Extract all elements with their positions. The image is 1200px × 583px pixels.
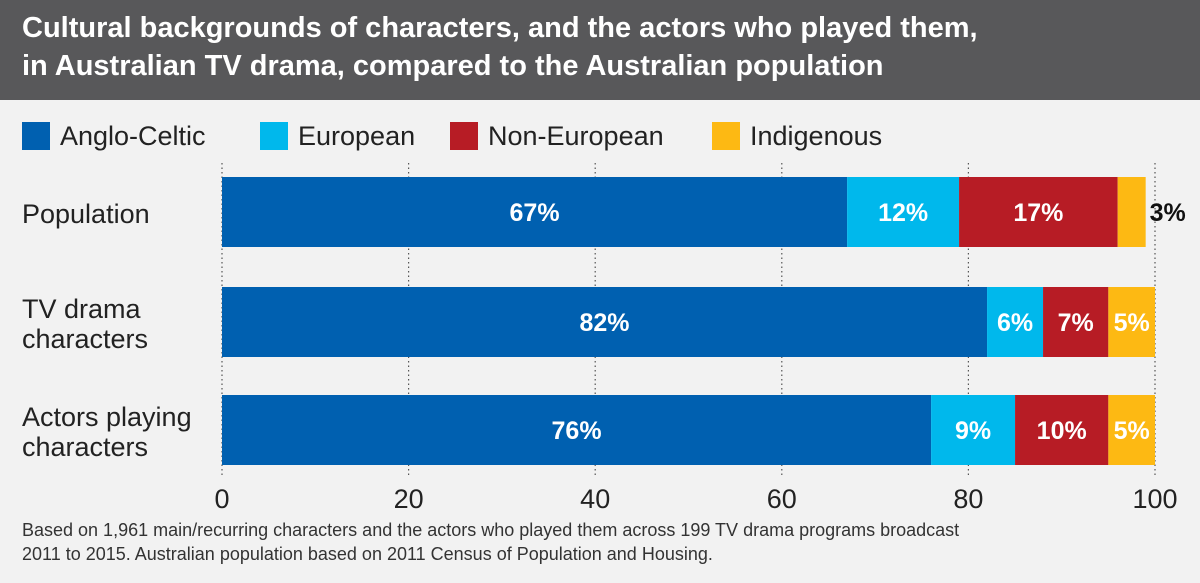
data-label-indigenous-actors-playing-characters: 5% [1114,417,1150,445]
legend-swatch-anglo-celtic [22,122,50,150]
bar-anglo-celtic-actors-playing-characters [222,395,932,465]
x-tick-label: 0 [214,484,229,514]
chart-header: Cultural backgrounds of characters, and … [0,0,1200,100]
bar-indigenous-tv-drama-characters [1108,287,1155,357]
legend-swatch-european [260,122,288,150]
stacked-bar-chart: 67% 12% 17% 3% 82% 6% 7% 5% 76% 9% 10% 5% 0 20 40 60 80 1… [214,163,1186,514]
data-label-european-actors-playing-characters: 9% [955,417,991,445]
row-label-actors-playing-characters: Actors playing characters [22,402,212,462]
row-label-line: characters [22,324,149,354]
data-label-non-european-population: 17% [1013,199,1063,227]
footnote-line-1: Based on 1,961 main/recurring characters… [22,520,960,540]
row-label-line: Population [22,199,150,229]
data-label-non-european-actors-playing-characters: 10% [1037,417,1087,445]
data-label-anglo-celtic-tv-drama-characters: 82% [580,309,630,337]
x-tick-label: 100 [1132,484,1177,514]
row-label-tv-drama-characters: TV drama characters [22,294,212,354]
data-label-european-population: 12% [878,199,928,227]
bar-anglo-celtic-tv-drama-characters [222,287,988,357]
row-label-line: Actors playing [22,402,192,432]
legend: Anglo-Celtic European Non-European Indig… [22,116,1172,156]
bar-european-population [847,177,960,247]
bar-indigenous-population [1117,177,1146,247]
legend-swatch-non-european [450,122,478,150]
row-label-line: TV drama [22,294,141,324]
chart-title-line-2: in Australian TV drama, compared to the … [22,50,884,82]
x-tick-label: 20 [394,484,424,514]
bar-non-european-population [959,177,1118,247]
footnote-line-2: 2011 to 2015. Australian population base… [22,544,713,564]
row-label-population: Population [22,199,212,229]
data-label-indigenous-population: 3% [1150,199,1186,227]
chart-title-line-1: Cultural backgrounds of characters, and … [22,12,978,44]
data-label-european-tv-drama-characters: 6% [997,309,1033,337]
x-tick-label: 60 [767,484,797,514]
bar-anglo-celtic-population [222,177,848,247]
data-label-anglo-celtic-actors-playing-characters: 76% [552,417,602,445]
legend-label-european: European [298,120,416,151]
data-label-anglo-celtic-population: 67% [510,199,560,227]
bar-indigenous-actors-playing-characters [1108,395,1155,465]
legend-item-non-european: Non-European [450,116,664,156]
bar-non-european-actors-playing-characters [1015,395,1109,465]
data-label-indigenous-tv-drama-characters: 5% [1114,309,1150,337]
row-label-line: characters [22,432,149,462]
bar-european-actors-playing-characters [931,395,1016,465]
legend-item-european: European [260,116,415,156]
legend-label-indigenous: Indigenous [750,120,883,151]
legend-swatch-indigenous [712,122,740,150]
legend-item-anglo-celtic: Anglo-Celtic [22,116,206,156]
bar-non-european-tv-drama-characters [1043,287,1109,357]
x-tick-label: 40 [580,484,610,514]
data-label-non-european-tv-drama-characters: 7% [1058,309,1094,337]
legend-label-non-european: Non-European [488,120,664,151]
footnote: Based on 1,961 main/recurring characters… [22,518,1182,566]
legend-label-anglo-celtic: Anglo-Celtic [60,120,206,151]
bar-european-tv-drama-characters [987,287,1044,357]
legend-item-indigenous: Indigenous [712,116,882,156]
x-tick-label: 80 [953,484,983,514]
